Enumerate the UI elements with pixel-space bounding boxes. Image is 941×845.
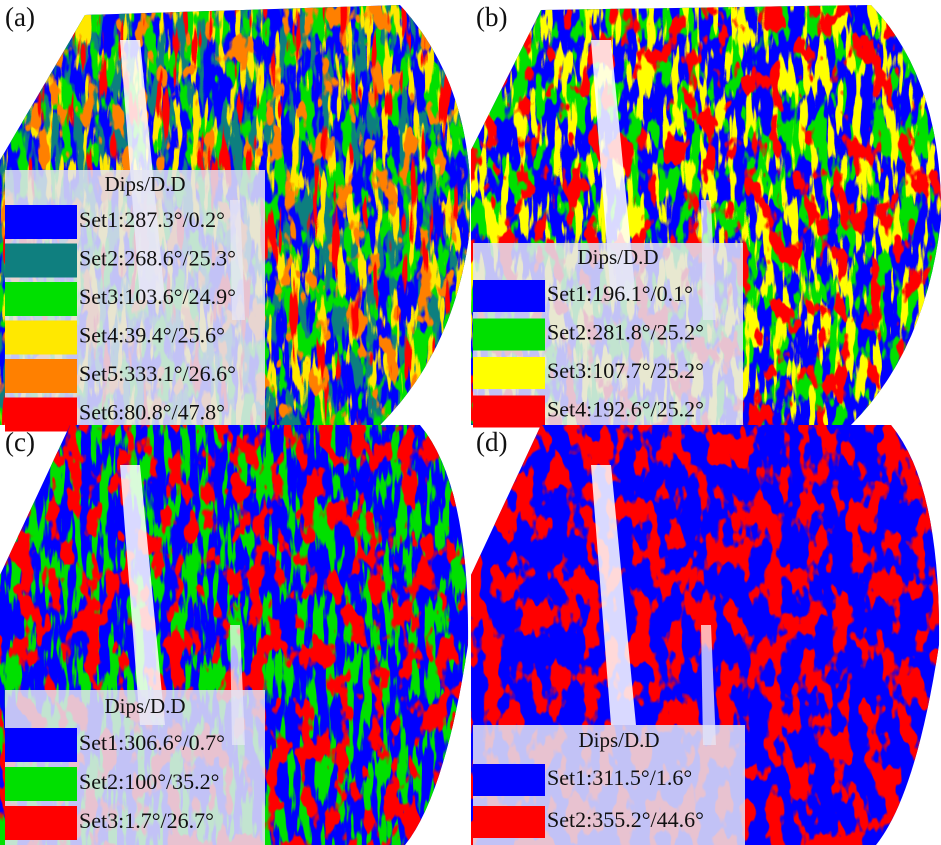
- legend-title: Dips/D.D: [577, 245, 658, 269]
- legend-swatch: [473, 395, 545, 428]
- legend-swatch: [5, 397, 77, 432]
- legend-swatch: [5, 728, 77, 762]
- legend-swatch: [473, 357, 545, 389]
- legend-swatch: [5, 806, 77, 840]
- legend-label: Set2:268.6°/25.3°: [79, 246, 236, 271]
- void: [120, 465, 165, 725]
- legend-label: Set1:306.6°/0.7°: [79, 730, 225, 755]
- legend-swatch: [5, 282, 77, 316]
- void: [701, 625, 716, 745]
- legend-swatch: [5, 205, 77, 239]
- legend-swatch: [473, 806, 545, 838]
- panel-label: (b): [476, 2, 507, 32]
- panel-label: (d): [476, 427, 507, 457]
- legend-label: Set5:333.1°/26.6°: [79, 361, 236, 386]
- legend-label: Set2:355.2°/44.6°: [547, 807, 704, 832]
- legend-swatch: [5, 359, 77, 393]
- panel-label: (c): [5, 427, 35, 457]
- panel-label: (a): [5, 2, 35, 32]
- legend-label: Set1:196.1°/0.1°: [547, 281, 693, 306]
- legend-label: Set1:311.5°/1.6°: [547, 765, 692, 790]
- void: [591, 40, 636, 300]
- legend-label: Set1:287.3°/0.2°: [79, 207, 225, 232]
- legend-swatch: [473, 764, 545, 796]
- legend-label: Set2:281.8°/25.2°: [547, 320, 704, 345]
- legend-swatch: [5, 767, 77, 801]
- legend-label: Set3:103.6°/24.9°: [79, 284, 236, 309]
- legend-swatch: [5, 320, 77, 355]
- legend-title: Dips/D.D: [104, 172, 185, 196]
- void: [591, 465, 636, 725]
- legend-title: Dips/D.D: [578, 728, 659, 752]
- legend-swatch: [473, 318, 545, 351]
- legend-swatch: [5, 243, 77, 278]
- legend-swatch: [473, 280, 545, 312]
- legend-title: Dips/D.D: [104, 694, 185, 718]
- legend-label: Set3:1.7°/26.7°: [79, 808, 214, 833]
- legend-label: Set6:80.8°/47.8°: [79, 400, 225, 425]
- legend-label: Set3:107.7°/25.2°: [547, 358, 704, 383]
- legend-label: Set2:100°/35.2°: [79, 769, 219, 794]
- legend-label: Set4:39.4°/25.6°: [79, 323, 225, 348]
- legend-label: Set4:192.6°/25.2°: [547, 397, 704, 422]
